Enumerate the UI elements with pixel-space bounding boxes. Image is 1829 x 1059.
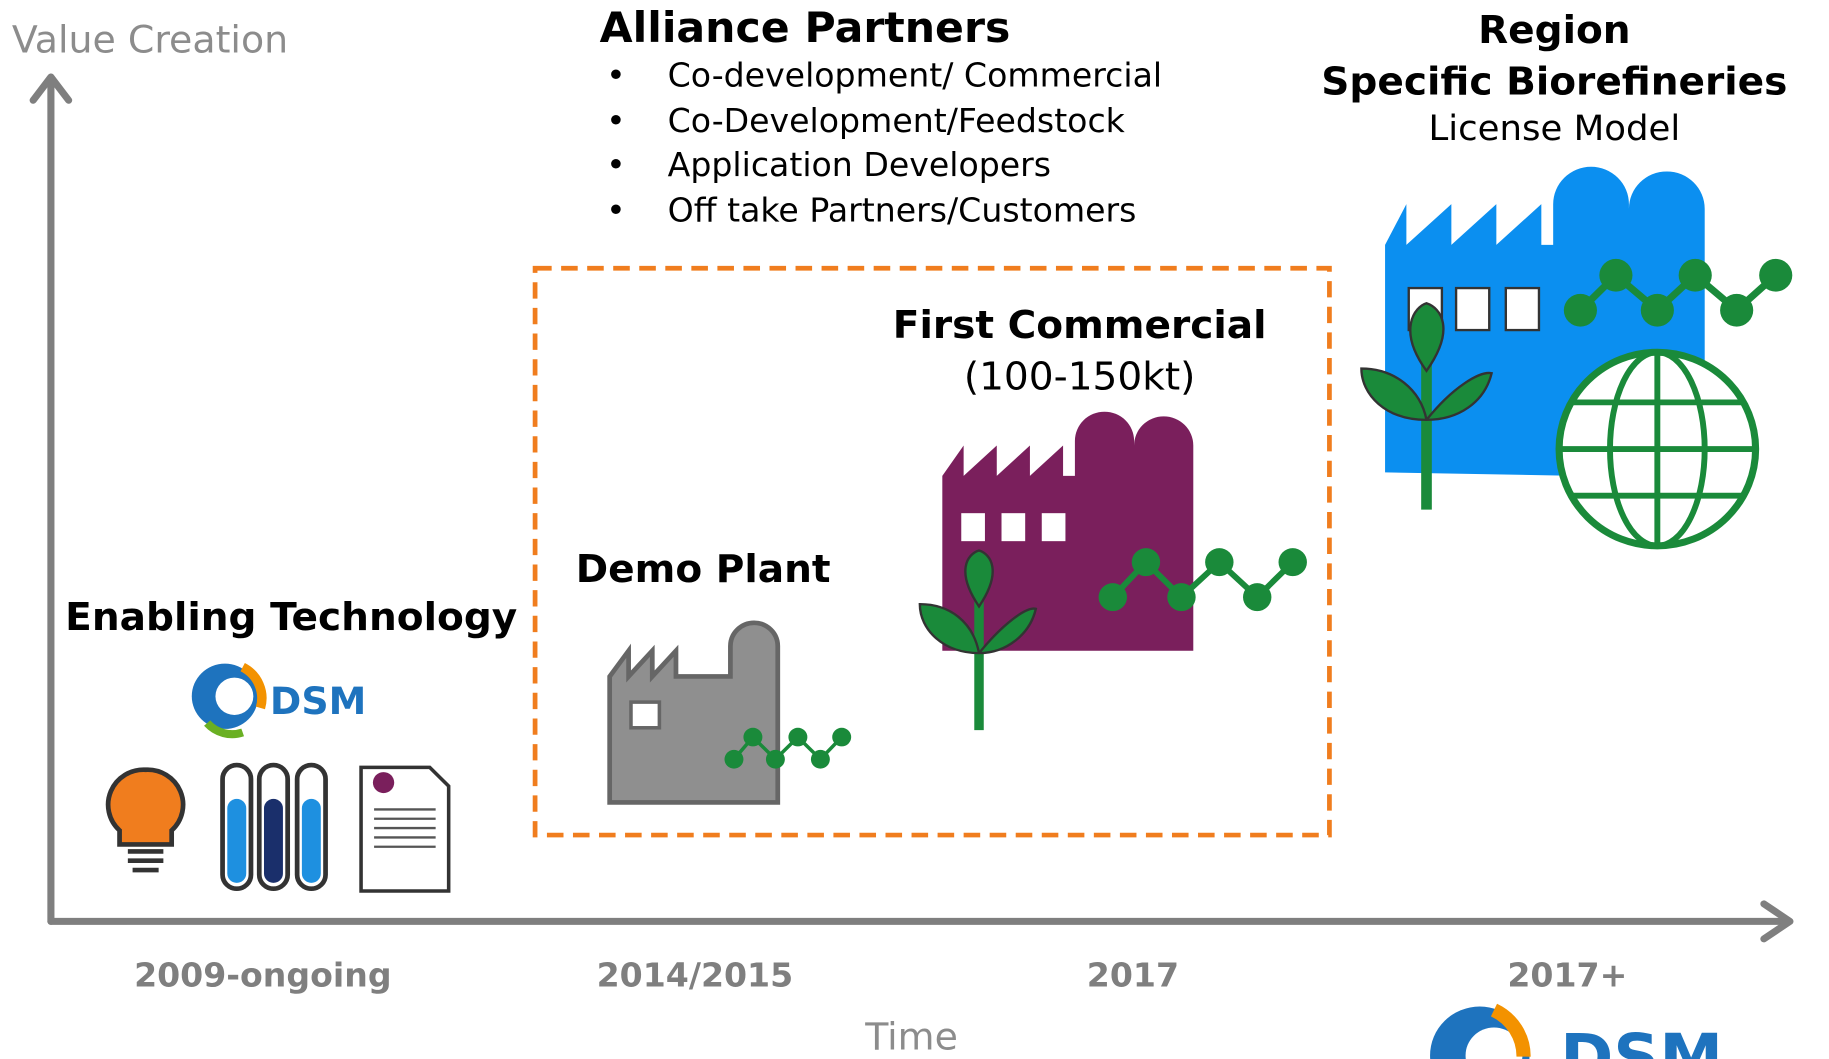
stage-title: Enabling Technology (65, 595, 517, 640)
stage-year: 2014/2015 (597, 956, 794, 995)
demo-plant-icon (610, 623, 851, 803)
alliance-item: Application Developers (668, 145, 1051, 184)
dsm-logo: DSM (192, 664, 367, 735)
biorefinery-icon (1361, 167, 1792, 546)
logo-text: DSM (270, 679, 366, 723)
bullet: • (606, 145, 626, 184)
stage-year: 2017+ (1507, 956, 1627, 995)
dsm-logo-bottom: DSM (1430, 1007, 1723, 1059)
alliance-item: Co-Development/Feedstock (668, 101, 1125, 140)
logo-text: DSM (1560, 1020, 1723, 1059)
stage-title-line2: Specific Biorefineries (1321, 60, 1787, 105)
test-tubes (223, 765, 326, 889)
stage-title: Demo Plant (576, 547, 831, 592)
stage-subtitle: License Model (1428, 108, 1680, 149)
bullet: • (606, 101, 626, 140)
x-axis-label: Time (864, 1015, 958, 1059)
alliance-title: Alliance Partners (600, 3, 1011, 52)
bullet: • (606, 191, 626, 230)
stage-title: Region (1478, 8, 1631, 53)
y-axis-label: Value Creation (12, 18, 288, 62)
stage-subtitle: (100-150kt) (964, 355, 1196, 400)
document-icon (361, 767, 449, 891)
years: 2009-ongoing 2014/2015 2017 2017+ (134, 956, 1627, 995)
page: {"axes": {"y_label": "Value Creation", "… (0, 0, 1829, 1059)
stage-year: 2017 (1087, 956, 1179, 995)
alliance-item: Off take Partners/Customers (668, 191, 1137, 230)
bulb-icon (108, 770, 183, 870)
bullet: • (606, 56, 626, 95)
diagram: Value Creation Time Alliance Partners • … (0, 0, 1829, 1059)
commercial-plant-icon (920, 412, 1307, 730)
alliance-item: Co-development/ Commercial (668, 56, 1162, 95)
stage-title: First Commercial (893, 303, 1267, 348)
alliance-list: • Co-development/ Commercial • Co-Develo… (606, 56, 1162, 230)
stage-year: 2009-ongoing (134, 956, 391, 995)
